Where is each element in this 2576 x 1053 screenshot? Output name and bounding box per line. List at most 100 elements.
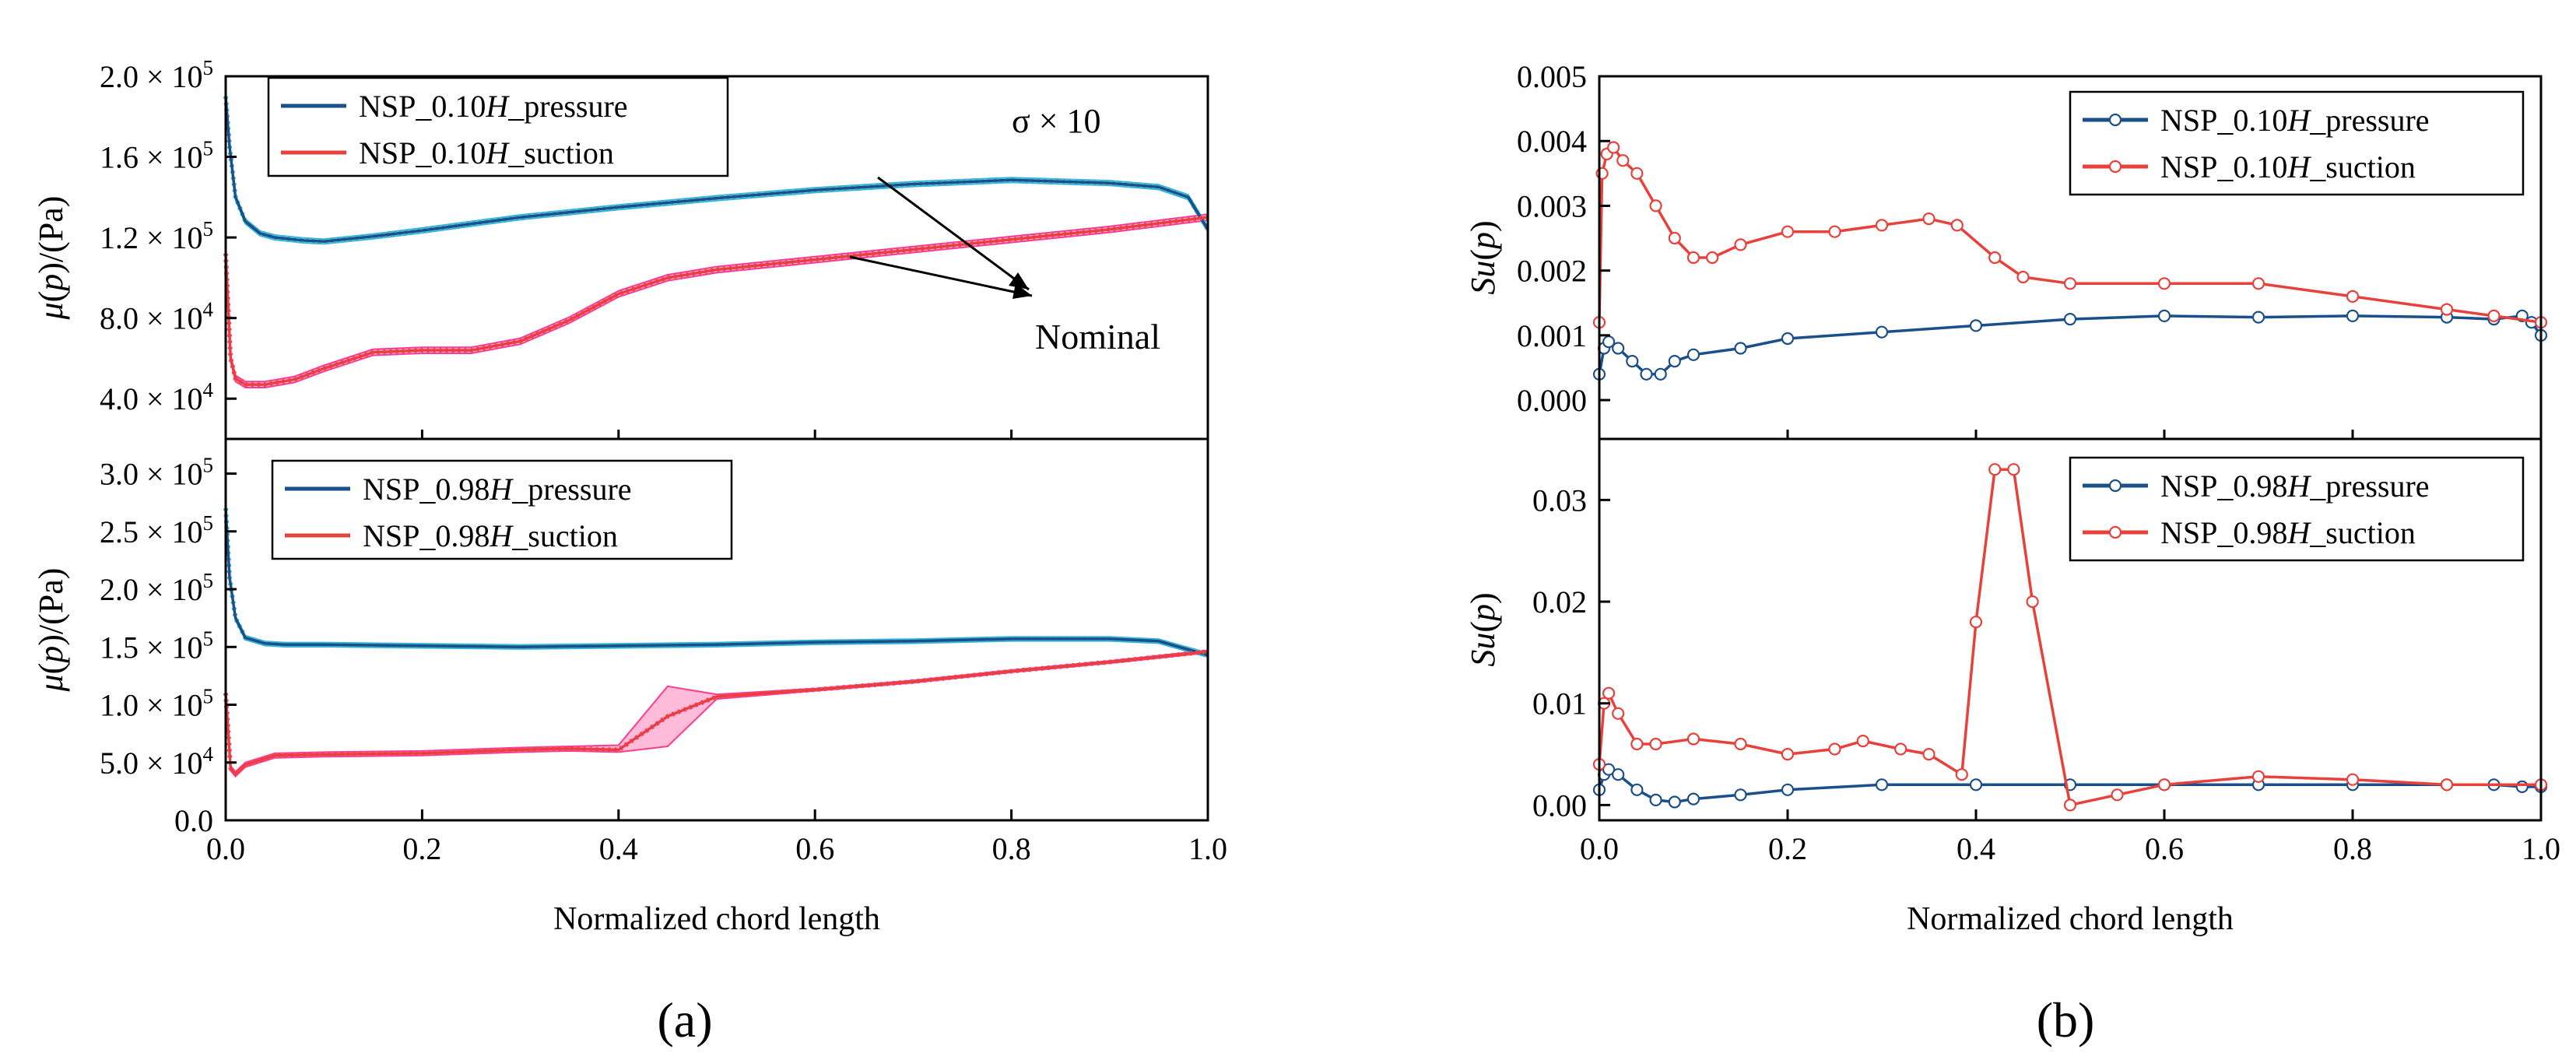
legend-label-a_bottom-1: NSP_0.98H_suction [363,518,618,553]
y-tick-label-a_top-0: 4.0 × 104 [100,378,214,416]
series-line-a_bottom-1 [224,650,1209,777]
point-b_top-1-12 [1828,225,1841,238]
legend-label-b_bottom-0: NSP_0.98H_pressure [2160,469,2430,504]
legend-b_top: NSP_0.10H_pressure NSP_0.10H_suction [2069,90,2525,196]
legend-frame-a_top [267,76,729,177]
legend-frame-a_bottom [271,459,733,560]
arrow-line-2 [849,255,1033,297]
series-dots-a_bottom-1 [223,649,1209,777]
point-b_top-0-10 [1781,332,1795,346]
series-line-a_top-1 [224,216,1209,386]
point-b_bottom-1-21 [2251,770,2265,783]
point-b_bottom-1-23 [2440,778,2454,792]
y-tick-label-a_top-3: 1.6 × 105 [100,137,213,175]
point-b_top-1-14 [1922,212,1936,226]
x-tick-label-b_bottom-0: 0.0 [1580,831,1619,866]
point-b_bottom-1-20 [2157,778,2171,792]
legend-label-b_top-0: NSP_0.10H_pressure [2160,103,2430,138]
point-b_bottom-1-4 [1630,737,1644,751]
point-b_top-1-4 [1616,154,1630,167]
plot-a_bottom: 0.0 5.0 × 104 1.0 × 105 1.5 × 105 2.0 × 105 2… [32,437,1227,937]
y-tick-label-b_bottom-3: 0.03 [1532,483,1587,518]
point-b_bottom-0-8 [1734,788,1747,802]
point-b_bottom-1-19 [2111,788,2124,802]
legend-b_bottom: NSP_0.98H_pressure NSP_0.98H_suction [2069,456,2525,562]
x-tick-label-a_bottom-2: 0.4 [599,831,638,866]
legend-frame-b_top [2069,90,2525,196]
plot-b_top: 0.000 0.001 0.002 0.003 0.004 0.005 Su(p) NSP_0… [1464,59,2548,441]
point-b_top-1-23 [2487,309,2501,322]
frame-a_bottom [224,437,1209,822]
legend-label-a_top-0: NSP_0.10H_pressure [359,89,628,124]
point-b_bottom-0-4 [1630,783,1644,796]
point-b_bottom-1-18 [2063,799,2077,812]
point-b_bottom-1-14 [1969,616,1983,629]
legend-label-a_top-1: NSP_0.10H_suction [359,135,614,170]
y-tick-label-b_bottom-2: 0.02 [1532,584,1587,620]
point-b_bottom-1-8 [1781,747,1795,761]
point-b_bottom-1-7 [1734,737,1747,751]
series-dots-a_top-1 [223,215,1209,388]
chart-root: 4.0 × 104 8.0 × 104 1.2 × 105 1.6 × 105 2.0 … [32,56,2560,937]
point-b_bottom-1-2 [1602,686,1616,700]
arrow-line-1 [877,176,1030,291]
point-b_top-0-11 [1875,325,1889,339]
y-tick-label-a_bottom-5: 2.5 × 105 [100,511,213,549]
series-line-a_bottom-0 [224,508,1209,657]
point-b_top-1-19 [2157,277,2171,290]
point-b_top-1-15 [1950,219,1964,232]
legend-marker-b_top-1 [2108,160,2122,174]
point-b_bottom-1-5 [1649,737,1662,751]
point-b_top-1-6 [1649,199,1662,212]
arrow-head-1 [1009,272,1029,290]
y-tick-label-b_top-3: 0.003 [1517,188,1587,223]
point-b_bottom-1-15 [1988,463,2002,476]
point-b_top-0-5 [1640,367,1653,381]
y-tick-label-a_bottom-3: 1.5 × 105 [100,627,213,665]
arrow-head-2 [1013,283,1032,299]
series-line-b_top-0 [1598,314,2543,376]
y-tick-label-a_top-2: 1.2 × 105 [100,217,213,255]
point-b_top-0-16 [2346,309,2360,322]
band-a_bottom-1 [225,649,1209,778]
x-tick-label-b_bottom-5: 1.0 [2522,831,2560,866]
x-tick-label-b_bottom-3: 0.6 [2145,831,2184,866]
y-axis-label-b_bottom: Su(p) [1464,592,1502,666]
plot-a_top: 4.0 × 104 8.0 × 104 1.2 × 105 1.6 × 105 2.0 … [32,56,1210,441]
x-tick-label-b_bottom-2: 0.4 [1957,831,1995,866]
y-tick-label-b_bottom-0: 0.00 [1532,788,1587,823]
x-tick-label-a_bottom-3: 0.6 [795,831,834,866]
legend-marker-b_bottom-1 [2108,525,2122,539]
x-tick-label-a_bottom-1: 0.2 [402,831,441,866]
y-tick-label-a_bottom-2: 1.0 × 105 [100,685,213,723]
point-b_top-0-3 [1612,342,1625,355]
legend-label-b_bottom-1: NSP_0.98H_suction [2160,515,2416,550]
point-b_top-1-3 [1607,141,1620,154]
point-b_bottom-1-10 [1856,734,1869,748]
point-b_bottom-1-11 [1894,742,1907,756]
point-b_top-0-14 [2157,309,2171,322]
point-b_bottom-1-3 [1612,707,1625,720]
point-b_bottom-1-9 [1828,742,1841,756]
point-b_top-1-11 [1781,225,1795,238]
point-b_bottom-0-2 [1602,763,1616,776]
y-tick-label-a_bottom-6: 3.0 × 105 [100,454,213,492]
y-tick-label-a_bottom-4: 2.0 × 105 [100,569,213,607]
plot-b_bottom: 0.00 0.01 0.02 0.03 0.0 0.2 0.4 0.6 0.8 1.0 Normal… [1464,437,2560,937]
series-line-a_top-0 [224,96,1209,244]
point-b_top-1-5 [1630,167,1644,180]
point-b_bottom-1-22 [2346,773,2360,786]
point-b_bottom-1-16 [2007,463,2020,476]
annotation-sigma: σ × 10 [1012,102,1101,140]
point-b_top-1-17 [2016,270,2030,284]
point-b_top-1-22 [2440,303,2454,316]
point-b_bottom-1-6 [1686,732,1700,746]
point-b_top-0-6 [1654,367,1667,381]
panel-b-label: (b) [2037,992,2095,1048]
point-b_top-0-12 [1969,319,1983,332]
y-tick-label-a_top-1: 8.0 × 104 [100,298,214,336]
point-b_bottom-0-11 [1969,778,1983,792]
point-b_top-0-4 [1626,355,1639,368]
y-tick-label-b_top-5: 0.005 [1517,59,1587,94]
y-tick-label-b_bottom-1: 0.01 [1532,686,1587,721]
